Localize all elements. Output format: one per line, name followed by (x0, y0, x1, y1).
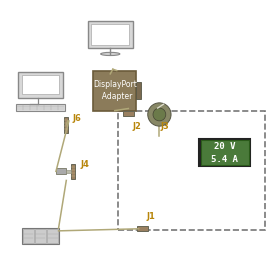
Bar (16, 104, 65, 111)
Text: J6: J6 (73, 114, 82, 123)
Bar (94, 70, 136, 110)
Ellipse shape (101, 52, 120, 56)
Text: J1: J1 (146, 212, 155, 221)
Bar (66, 170, 71, 173)
Bar (23, 229, 34, 243)
Bar (56, 168, 66, 174)
Circle shape (153, 108, 166, 121)
Text: J4: J4 (81, 160, 89, 170)
Bar (64, 117, 68, 133)
Bar (123, 111, 134, 115)
Bar (35, 229, 46, 243)
Text: J3: J3 (161, 122, 169, 131)
Bar (88, 21, 133, 48)
Bar (91, 24, 129, 45)
Bar (137, 226, 148, 231)
Bar (152, 111, 162, 115)
Bar (201, 140, 249, 165)
Bar (47, 229, 58, 243)
Bar (22, 228, 59, 244)
Text: DisplayPort
  Adapter: DisplayPort Adapter (93, 80, 137, 101)
Text: 20 V
5.4 A: 20 V 5.4 A (211, 141, 238, 164)
Circle shape (148, 103, 171, 126)
Bar (18, 72, 63, 98)
Bar (199, 139, 250, 166)
Text: J2: J2 (132, 122, 141, 131)
Bar (136, 82, 141, 99)
Bar (118, 110, 265, 230)
Bar (71, 164, 75, 179)
Bar (22, 75, 59, 94)
